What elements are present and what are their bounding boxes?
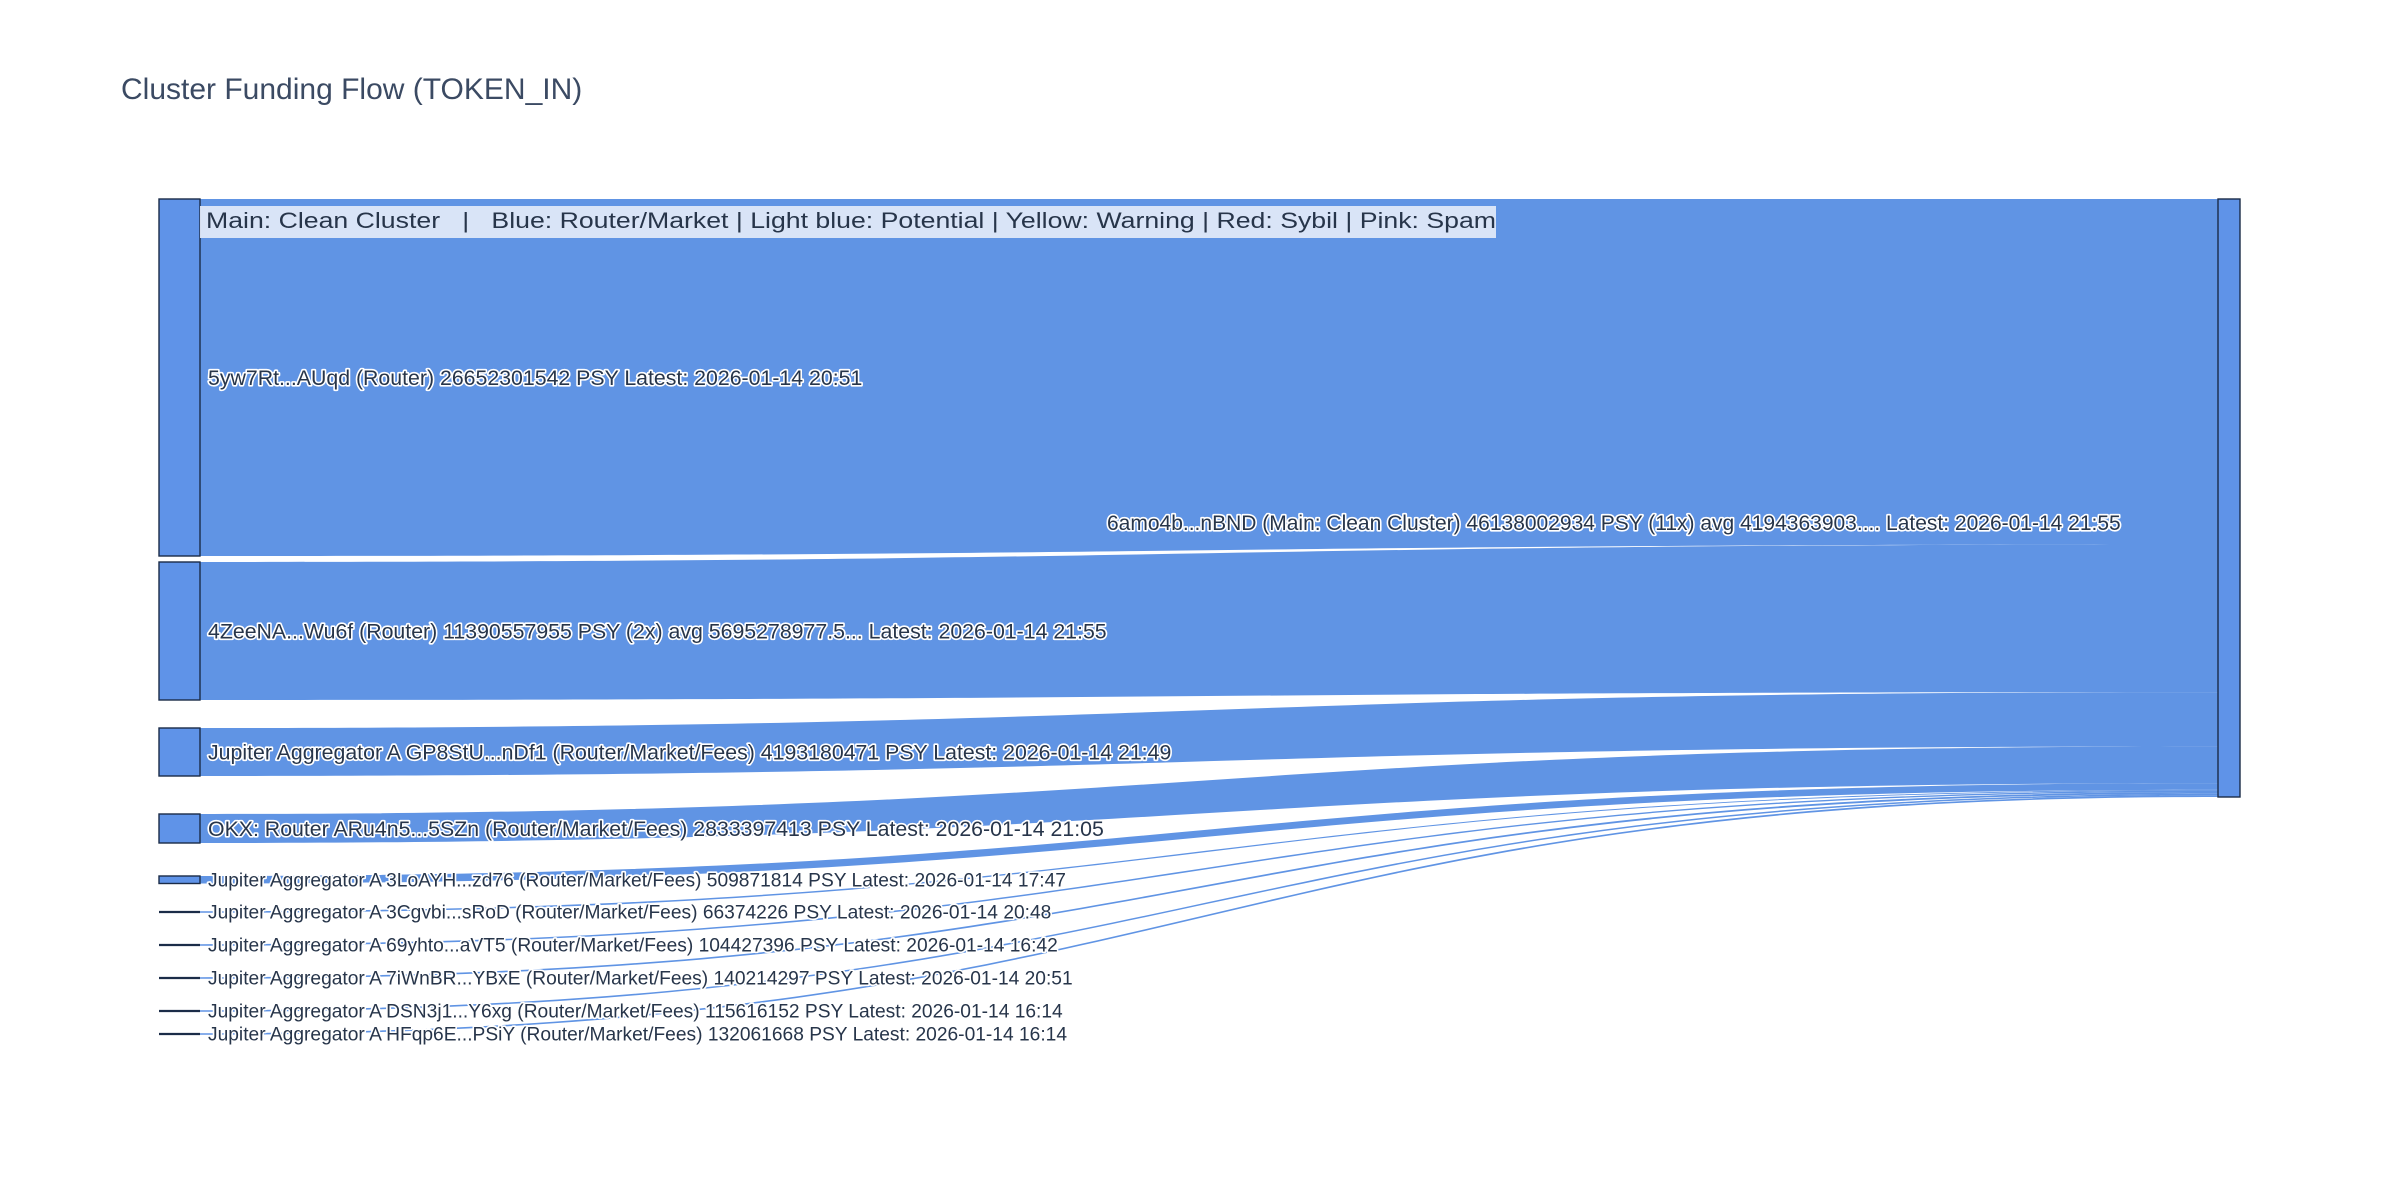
svg-text:Jupiter Aggregator A GP8StU...: Jupiter Aggregator A GP8StU...nDf1 (Rout… — [208, 741, 1171, 765]
svg-text:Jupiter Aggregator A 69yhto...: Jupiter Aggregator A 69yhto...aVT5 (Rout… — [208, 936, 1058, 957]
svg-text:5yw7Rt...AUqd (Router) 2665230: 5yw7Rt...AUqd (Router) 26652301542 PSY L… — [208, 366, 862, 390]
svg-text:Jupiter Aggregator A 3Cgvbi...: Jupiter Aggregator A 3Cgvbi...sRoD (Rout… — [208, 903, 1051, 924]
svg-text:Jupiter Aggregator A HFqp6E...: Jupiter Aggregator A HFqp6E...PSiY (Rout… — [208, 1025, 1067, 1046]
svg-text:Jupiter Aggregator A 3LoAYH...: Jupiter Aggregator A 3LoAYH...zd76 (Rout… — [208, 870, 1066, 891]
svg-text:Jupiter Aggregator A 7iWnBR...: Jupiter Aggregator A 7iWnBR...YBxE (Rout… — [208, 969, 1073, 990]
svg-text:Jupiter Aggregator A DSN3j1...: Jupiter Aggregator A DSN3j1...Y6xg (Rout… — [208, 1002, 1063, 1023]
svg-text:OKX: Router ARu4n5...5SZn (Rou: OKX: Router ARu4n5...5SZn (Router/Market… — [208, 817, 1104, 841]
svg-text:6amo4b...nBND (Main: Clean Clu: 6amo4b...nBND (Main: Clean Cluster) 4613… — [1107, 512, 2121, 535]
svg-text:4ZeeNA...Wu6f (Router) 1139055: 4ZeeNA...Wu6f (Router) 11390557955 PSY (… — [208, 620, 1107, 644]
svg-text:Main: Clean Cluster | Blue: Main: Clean Cluster | Blue: Router/Marke… — [206, 208, 1496, 233]
